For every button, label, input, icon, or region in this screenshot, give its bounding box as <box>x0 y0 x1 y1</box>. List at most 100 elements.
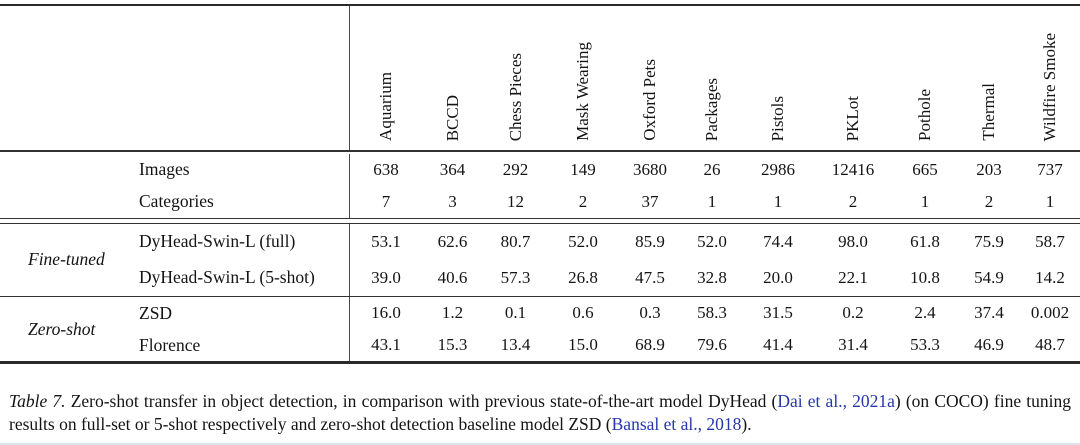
row-label: DyHead-Swin-L (full) <box>139 231 296 251</box>
table-cell: 41.4 <box>763 335 793 354</box>
table-cell: 14.2 <box>1035 267 1065 287</box>
row-label: ZSD <box>139 302 173 323</box>
table-cell: 54.9 <box>974 267 1004 287</box>
table-cell: 26 <box>703 159 721 179</box>
column-header: PKLot <box>814 6 892 150</box>
table-cell: 0.3 <box>639 303 661 322</box>
column-header-label: BCCD <box>442 94 462 141</box>
table-cell: 80.7 <box>500 231 531 251</box>
column-header: Thermal <box>958 6 1020 150</box>
row-label: Florence <box>139 334 201 355</box>
column-header: Pistols <box>742 6 814 150</box>
table-cell: 2 <box>984 191 994 211</box>
column-header-label: Mask Wearing <box>573 42 593 141</box>
table-cell: 13.4 <box>500 335 531 354</box>
table-cell: 638 <box>349 153 422 186</box>
section-zero-shot: Zero-shot ZSD 16.0 1.2 0.1 0.6 0.3 58.3 … <box>0 297 1080 361</box>
table-cell: 15.0 <box>568 335 598 354</box>
table-rule <box>0 295 1080 297</box>
section-label: Fine-tuned <box>28 249 105 269</box>
column-header: Chess Pieces <box>483 6 548 150</box>
section-label: Zero-shot <box>28 318 96 339</box>
table-cell: 1 <box>920 191 930 211</box>
table-cell: 47.5 <box>635 267 665 287</box>
table-cell: 2 <box>578 191 588 211</box>
row-label: Categories <box>139 191 214 211</box>
section-spacer <box>0 154 130 186</box>
table-caption: Table 7. Zero-shot transfer in object de… <box>0 390 1080 436</box>
table-cell: 40.6 <box>437 267 468 287</box>
table-cell: 364 <box>439 159 466 179</box>
table-cell: 3 <box>448 191 457 211</box>
table-cell: 85.9 <box>635 231 665 251</box>
table-cell: 0.2 <box>842 303 864 322</box>
column-header-label: Chess Pieces <box>505 52 525 141</box>
table-cell: 0.002 <box>1030 303 1070 322</box>
table-cell: 665 <box>912 159 938 179</box>
table-row: DyHead-Swin-L (full) 53.1 62.6 80.7 52.0… <box>0 223 1080 260</box>
column-header: Oxford Pets <box>618 6 682 150</box>
table-cell: 52.0 <box>697 231 727 251</box>
table-cell: 16.0 <box>349 297 422 329</box>
table-cell: 1.2 <box>441 303 464 322</box>
table-cell: 7 <box>349 185 422 218</box>
table-row: ZSD 16.0 1.2 0.1 0.6 0.3 58.3 31.5 0.2 2… <box>0 297 1080 329</box>
row-label: Images <box>139 159 190 179</box>
table-cell: 39.0 <box>349 259 422 296</box>
table-cell: 62.6 <box>437 231 468 251</box>
header-spacer <box>0 6 349 150</box>
column-header: Mask Wearing <box>548 6 618 150</box>
table-row: DyHead-Swin-L (5-shot) 39.0 40.6 57.3 26… <box>0 259 1080 296</box>
table-cell: 53.3 <box>910 335 940 354</box>
table-cell: 43.1 <box>349 329 422 361</box>
caption-text: ). <box>741 413 752 434</box>
table-cell: 52.0 <box>568 231 598 251</box>
table-cell: 31.4 <box>838 335 868 354</box>
table-cell: 46.9 <box>974 335 1004 354</box>
column-header-label: Pistols <box>768 95 788 141</box>
column-header: Aquarium <box>349 6 422 150</box>
table-top-rule <box>0 4 1080 6</box>
table-cell: 2.4 <box>914 303 936 322</box>
table-row: Images 638 364 292 149 3680 26 2986 1241… <box>0 153 1080 186</box>
column-header: Packages <box>682 6 742 150</box>
table-row: Florence 43.1 15.3 13.4 15.0 68.9 79.6 4… <box>0 329 1080 361</box>
table-cell: 57.3 <box>500 267 531 287</box>
table-cell: 32.8 <box>697 267 727 287</box>
citation-link-bansal[interactable]: Bansal et al., 2018 <box>611 413 742 434</box>
table-cell: 149 <box>570 159 596 179</box>
table-cell: 68.9 <box>635 335 665 354</box>
table-cell: 22.1 <box>838 267 868 287</box>
table-cell: 12416 <box>831 159 875 179</box>
caption-text: Zero-shot transfer in object detection, … <box>65 390 778 411</box>
table-cell: 1 <box>1045 191 1055 211</box>
table-cell: 48.7 <box>1035 335 1065 354</box>
table-row: Categories 7 3 12 2 37 1 1 2 1 2 1 <box>0 185 1080 218</box>
section-spacer <box>0 186 130 218</box>
table-cell: 58.7 <box>1035 231 1065 251</box>
table-cell: 0.1 <box>504 303 527 322</box>
table-cell: 203 <box>976 159 1002 179</box>
caption-tag: Table 7. <box>9 390 66 411</box>
citation-link-dai[interactable]: Dai et al., 2021a <box>777 390 895 411</box>
table-cell: 0.6 <box>572 303 594 322</box>
table-header-row: Aquarium BCCD Chess Pieces Mask Wearing … <box>0 6 1080 150</box>
table-cell: 15.3 <box>437 335 468 354</box>
table-bottom-rule <box>0 361 1080 364</box>
table-cell: 10.8 <box>910 267 940 287</box>
table-cell: 1 <box>707 191 717 211</box>
caption-text: ) (on COCO) fine tuning results on full-… <box>9 390 1071 434</box>
table-cell: 2 <box>848 191 858 211</box>
table-cell: 1 <box>773 191 783 211</box>
table-cell: 37 <box>641 191 659 211</box>
table-cell: 20.0 <box>763 267 793 287</box>
column-header-label: Thermal <box>979 83 999 141</box>
column-header: Wildfire Smoke <box>1020 6 1080 150</box>
column-header-label: Packages <box>702 77 722 141</box>
column-header-label: PKLot <box>843 95 863 141</box>
section-fine-tuned: Fine-tuned DyHead-Swin-L (full) 53.1 62.… <box>0 223 1080 296</box>
table-cell: 61.8 <box>910 231 940 251</box>
table-cell: 292 <box>502 159 529 179</box>
table-cell: 737 <box>1037 159 1063 179</box>
